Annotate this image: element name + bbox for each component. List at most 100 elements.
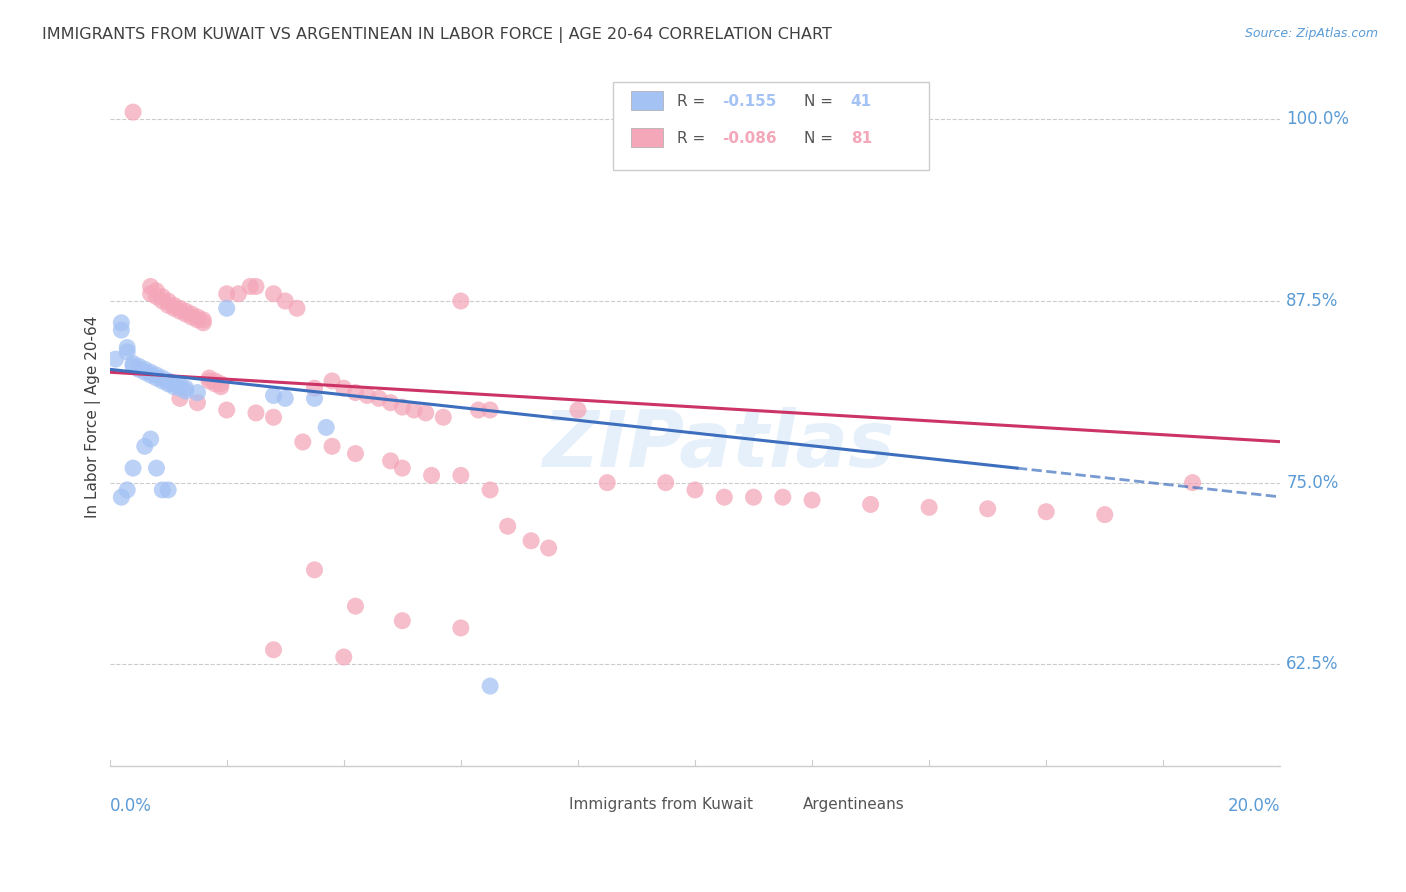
Point [186, 310, 208, 324]
Text: Argentineans: Argentineans [803, 797, 904, 812]
Text: 81: 81 [851, 131, 872, 145]
Point [139, 432, 162, 446]
Point [186, 385, 208, 400]
Point [174, 381, 197, 395]
Point [304, 563, 326, 577]
Point [145, 290, 167, 304]
Point [772, 490, 794, 504]
Point [104, 352, 127, 367]
Point [193, 316, 215, 330]
Text: N =: N = [804, 94, 838, 109]
Text: Source: ZipAtlas.com: Source: ZipAtlas.com [1244, 27, 1378, 40]
Text: -0.155: -0.155 [721, 94, 776, 109]
Y-axis label: In Labor Force | Age 20-64: In Labor Force | Age 20-64 [86, 316, 101, 518]
Point [204, 374, 226, 388]
Point [263, 642, 285, 657]
Point [402, 403, 425, 417]
Point [479, 483, 502, 497]
Text: 41: 41 [851, 94, 872, 109]
Point [209, 376, 232, 391]
Point [654, 475, 676, 490]
Point [198, 374, 221, 388]
Point [420, 468, 443, 483]
Point [496, 519, 519, 533]
Point [263, 388, 285, 402]
Point [174, 307, 197, 321]
Point [415, 406, 437, 420]
FancyBboxPatch shape [631, 128, 664, 147]
Point [209, 380, 232, 394]
Point [263, 410, 285, 425]
Point [1094, 508, 1116, 522]
Point [1181, 475, 1204, 490]
Point [215, 286, 238, 301]
Point [180, 307, 202, 321]
Point [380, 395, 402, 409]
Point [174, 384, 197, 398]
Point [139, 365, 162, 379]
Point [391, 400, 413, 414]
FancyBboxPatch shape [613, 82, 929, 169]
Text: -0.086: -0.086 [721, 131, 776, 145]
Point [321, 439, 343, 453]
Point [367, 392, 389, 406]
Point [169, 378, 191, 392]
Point [467, 403, 489, 417]
Text: 62.5%: 62.5% [1286, 656, 1339, 673]
Point [186, 313, 208, 327]
Point [115, 483, 138, 497]
Point [432, 410, 454, 425]
Point [110, 323, 132, 337]
Point [150, 483, 173, 497]
Point [157, 293, 180, 308]
Point [918, 500, 941, 515]
Point [145, 284, 167, 298]
Text: 75.0%: 75.0% [1286, 474, 1339, 491]
Point [193, 313, 215, 327]
Point [128, 359, 150, 374]
Point [450, 293, 472, 308]
Point [163, 376, 186, 391]
Point [450, 468, 472, 483]
Point [150, 371, 173, 385]
Point [198, 371, 221, 385]
Text: ZIPatlas: ZIPatlas [543, 407, 894, 483]
Point [204, 376, 226, 391]
Point [115, 344, 138, 359]
Point [567, 403, 589, 417]
Text: IMMIGRANTS FROM KUWAIT VS ARGENTINEAN IN LABOR FORCE | AGE 20-64 CORRELATION CHA: IMMIGRANTS FROM KUWAIT VS ARGENTINEAN IN… [42, 27, 832, 43]
Text: 0.0%: 0.0% [110, 797, 152, 814]
Point [450, 621, 472, 635]
Point [115, 341, 138, 355]
Point [163, 301, 186, 316]
Point [169, 304, 191, 318]
Text: R =: R = [678, 131, 710, 145]
Point [333, 650, 356, 665]
Text: N =: N = [804, 131, 838, 145]
Point [180, 310, 202, 324]
Point [157, 374, 180, 388]
Point [291, 434, 314, 449]
Point [801, 493, 824, 508]
Point [344, 599, 367, 614]
Point [713, 490, 735, 504]
Point [139, 368, 162, 383]
Point [163, 298, 186, 312]
Point [128, 362, 150, 376]
Point [110, 490, 132, 504]
FancyBboxPatch shape [537, 794, 562, 814]
Point [683, 483, 706, 497]
Point [321, 374, 343, 388]
Point [391, 461, 413, 475]
Point [139, 279, 162, 293]
Point [315, 420, 337, 434]
Point [479, 403, 502, 417]
Point [145, 461, 167, 475]
Point [139, 286, 162, 301]
Point [215, 403, 238, 417]
Point [380, 454, 402, 468]
Point [145, 368, 167, 383]
Point [245, 406, 267, 420]
Point [174, 304, 197, 318]
Point [239, 279, 262, 293]
